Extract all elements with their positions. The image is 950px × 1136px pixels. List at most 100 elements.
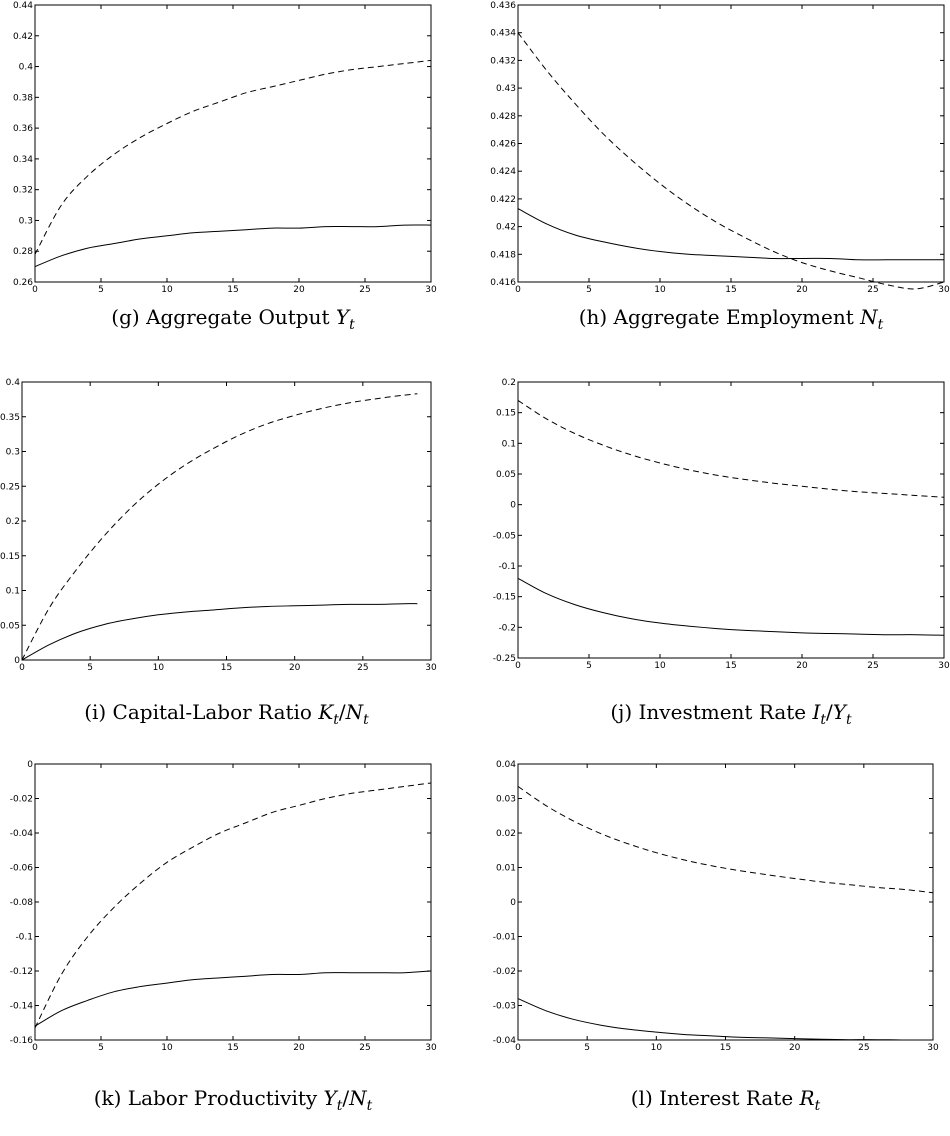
y-tick-label: 0.424 xyxy=(490,167,516,177)
y-tick-label: -0.02 xyxy=(493,967,516,977)
y-tick-label: 0.3 xyxy=(6,448,20,458)
y-tick-label: 0 xyxy=(27,760,33,770)
series-line-solid xyxy=(517,998,934,1041)
x-tick-label: 30 xyxy=(938,661,950,671)
x-tick-label: 15 xyxy=(725,285,736,295)
y-tick-label: -0.08 xyxy=(10,898,34,908)
series-line-dashed xyxy=(34,782,432,1029)
x-tick-label: 5 xyxy=(586,285,592,295)
x-tick-label: 25 xyxy=(359,1043,370,1053)
panel-caption: (j) Investment Rate It/Yt xyxy=(610,700,852,728)
y-tick-label: 0.04 xyxy=(496,760,516,770)
series-line-dashed xyxy=(34,59,432,255)
y-tick-label: -0.04 xyxy=(10,829,34,839)
x-tick-label: 15 xyxy=(720,1043,731,1053)
y-tick-label: -0.02 xyxy=(10,795,33,805)
x-tick-label: 15 xyxy=(227,285,238,295)
y-tick-label: 0.35 xyxy=(0,413,20,423)
y-tick-label: 0.15 xyxy=(0,552,20,562)
y-tick-label: -0.16 xyxy=(10,1036,34,1046)
y-tick-label: 0.26 xyxy=(13,278,33,288)
x-tick-label: 10 xyxy=(651,1043,663,1053)
y-tick-label: 0 xyxy=(510,898,516,908)
panel-caption: (l) Interest Rate Rt xyxy=(631,1086,821,1114)
y-tick-label: 0.416 xyxy=(490,278,516,288)
series-line-solid xyxy=(517,577,945,636)
y-tick-label: 0.418 xyxy=(490,250,516,260)
y-tick-label: 0.1 xyxy=(502,439,516,449)
y-tick-label: 0.2 xyxy=(502,378,516,388)
x-tick-label: 0 xyxy=(32,1043,38,1053)
x-tick-label: 0 xyxy=(515,1043,521,1053)
y-tick-label: -0.04 xyxy=(493,1036,517,1046)
y-tick-label: 0.36 xyxy=(13,124,33,134)
x-tick-label: 30 xyxy=(425,285,437,295)
y-tick-label: -0.06 xyxy=(10,864,34,874)
plot-frame xyxy=(517,763,934,1041)
chart-panel-4: -0.16 -0.14 -0.12 -0.1 -0.08 -0.06 -0.04 -0.02 0… xyxy=(10,760,437,1114)
y-tick-label: -0.03 xyxy=(493,1002,516,1012)
chart-panel-1: 0.416 0.418 0.42 0.422 0.424 0.426 0.428 0.43 0.… xyxy=(490,1,950,333)
series-line-solid xyxy=(34,224,432,268)
x-tick-label: 20 xyxy=(293,1043,305,1053)
x-tick-label: 10 xyxy=(161,1043,173,1053)
y-tick-label: -0.1 xyxy=(15,933,33,943)
x-tick-label: 5 xyxy=(87,663,93,673)
plot-frame xyxy=(517,381,945,659)
x-tick-label: 10 xyxy=(654,285,666,295)
y-tick-label: 0.434 xyxy=(490,29,516,39)
x-tick-label: 25 xyxy=(357,663,368,673)
x-tick-label: 20 xyxy=(796,285,808,295)
x-tick-label: 10 xyxy=(161,285,173,295)
chart-panel-0: 0.26 0.28 0.3 0.32 0.34 0.36 0.38 0.4 0.42 0.44 0 5… xyxy=(13,1,437,333)
x-tick-label: 0 xyxy=(515,285,521,295)
y-tick-label: 0.25 xyxy=(0,482,20,492)
series-line-solid xyxy=(34,970,432,1027)
plot-frame xyxy=(517,4,945,283)
y-tick-label: -0.05 xyxy=(493,531,516,541)
y-tick-label: -0.25 xyxy=(493,654,516,664)
series-line-dashed xyxy=(517,32,945,290)
x-tick-label: 20 xyxy=(796,661,808,671)
panel-caption: (h) Aggregate Employment Nt xyxy=(579,305,884,333)
y-tick-label: 0.43 xyxy=(496,84,516,94)
y-tick-label: 0.28 xyxy=(13,247,33,257)
y-tick-label: 0.01 xyxy=(496,864,516,874)
x-tick-label: 30 xyxy=(425,1043,437,1053)
y-tick-label: 0.42 xyxy=(496,223,516,233)
x-tick-label: 20 xyxy=(293,285,305,295)
x-tick-label: 30 xyxy=(938,285,950,295)
y-tick-label: 0.34 xyxy=(13,155,33,165)
series-line-dashed xyxy=(517,785,934,894)
panel-caption: (i) Capital-Labor Ratio Kt/Nt xyxy=(84,700,369,728)
series-line-solid xyxy=(21,603,418,661)
x-tick-label: 25 xyxy=(867,285,878,295)
y-tick-label: -0.01 xyxy=(493,933,516,943)
plot-frame xyxy=(34,763,432,1041)
y-tick-label: 0.422 xyxy=(490,195,516,205)
y-tick-label: 0.32 xyxy=(13,186,33,196)
y-tick-label: 0.1 xyxy=(6,587,20,597)
y-tick-label: -0.12 xyxy=(10,967,33,977)
x-tick-label: 5 xyxy=(584,1043,590,1053)
y-tick-label: 0.05 xyxy=(0,621,20,631)
y-tick-label: -0.2 xyxy=(498,623,516,633)
y-tick-label: 0.38 xyxy=(13,93,33,103)
x-tick-label: 25 xyxy=(867,661,878,671)
y-tick-label: -0.14 xyxy=(10,1002,34,1012)
chart-panel-2: 0 0.05 0.1 0.15 0.2 0.25 0.3 0.35 0.4 0 5 10 15 20 25 3… xyxy=(0,378,437,728)
series-line-dashed xyxy=(21,393,418,661)
plot-frame xyxy=(21,381,432,661)
x-tick-label: 0 xyxy=(32,285,38,295)
x-tick-label: 5 xyxy=(586,661,592,671)
chart-panel-3: -0.25 -0.2 -0.15 -0.1 -0.05 0 0.05 0.1 0.15 0.2 0 5… xyxy=(493,378,950,728)
y-tick-label: 0 xyxy=(510,501,516,511)
x-tick-label: 0 xyxy=(515,661,521,671)
x-tick-label: 20 xyxy=(289,663,301,673)
panel-caption: (k) Labor Productivity Yt/Nt xyxy=(94,1086,373,1114)
y-tick-label: 0.4 xyxy=(6,378,21,388)
y-tick-label: 0.4 xyxy=(19,63,34,73)
y-tick-label: 0.44 xyxy=(13,1,33,11)
y-tick-label: 0.42 xyxy=(13,32,33,42)
